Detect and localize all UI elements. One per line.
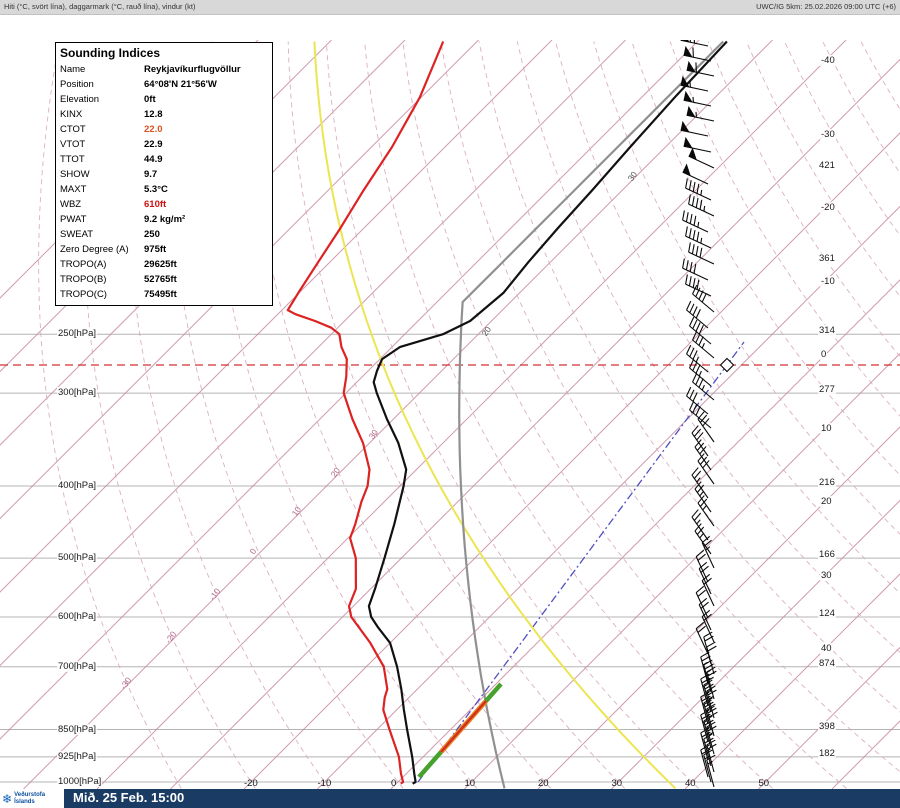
index-row: Name Reykjavíkurflugvöllur [56,62,272,77]
index-label: TROPO(A) [60,259,107,270]
index-value: 5.3°C [144,184,168,195]
sounding-indices-panel: Sounding Indices Name Reykjavíkurflugvöll… [55,42,273,306]
index-row: WBZ 610ft [56,197,272,212]
org-name: Veðurstofa Íslands [14,792,45,805]
footer-bar: ❄ Veðurstofa Íslands Mið. 25 Feb. 15:00 [0,789,900,808]
index-row: KINX 12.8 [56,107,272,122]
index-label: MAXT [60,184,87,195]
index-value: 975ft [144,244,167,255]
met-office-logo: ❄ Veðurstofa Íslands [0,789,64,808]
index-row: TROPO(C) 75495ft [56,287,272,302]
index-label: PWAT [60,214,87,225]
index-label: Position [60,79,94,90]
index-value: 9.7 [144,169,158,180]
index-row: VTOT 22.9 [56,137,272,152]
index-label: SWEAT [60,229,94,240]
index-label: SHOW [60,169,90,180]
index-label: Elevation [60,94,100,105]
index-label: TTOT [60,154,85,165]
panel-title: Sounding Indices [60,46,161,60]
mixing-ratio-line [417,341,745,783]
index-row: SHOW 9.7 [56,167,272,182]
index-label: Zero Degree (A) [60,244,129,255]
dewpoint-line [286,41,445,785]
index-row: Elevation 0ft [56,92,272,107]
index-value: 52765ft [144,274,177,285]
header-bar: Hiti (°C, svört lína), daggarmark (°C, r… [0,0,900,15]
header-right-note: UWC/IG 5km: 25.02.2026 09:00 UTC (+6) [756,2,896,11]
pressure-gridlines [0,333,900,783]
index-value: 22.9 [144,139,163,150]
index-row: TROPO(A) 29625ft [56,257,272,272]
org-name-line1: Veðurstofa [14,792,46,798]
tropopause-marker [719,357,735,373]
index-row: MAXT 5.3°C [56,182,272,197]
org-name-line2: Íslands [14,798,35,805]
index-value: 0ft [144,94,156,105]
index-value: 29625ft [144,259,177,270]
index-row: SWEAT 250 [56,227,272,242]
index-row: Position 64°08'N 21°56'W [56,77,272,92]
index-row: CTOT 22.0 [56,122,272,137]
index-label: KINX [60,109,83,120]
header-left-note: Hiti (°C, svört lína), daggarmark (°C, r… [4,2,196,11]
index-value: Reykjavíkurflugvöllur [144,64,241,75]
index-row: Zero Degree (A) 975ft [56,242,272,257]
index-label: VTOT [60,139,86,150]
temperature-line [367,40,728,785]
index-row: PWAT 9.2 kg/m² [56,212,272,227]
wind-barbs [680,40,718,788]
snowflake-icon: ❄ [2,791,13,806]
index-value: 610ft [144,199,167,210]
index-label: WBZ [60,199,82,210]
index-value: 44.9 [144,154,163,165]
index-value: 22.0 [144,124,163,135]
index-row: TTOT 44.9 [56,152,272,167]
cape-bar [417,682,503,779]
datetime-label: Mið. 25 Feb. 15:00 [73,790,185,805]
indices-rows: Name Reykjavíkurflugvöllur Position 64°08'N… [56,62,272,302]
index-value: 64°08'N 21°56'W [144,79,217,90]
index-value: 75495ft [144,289,177,300]
index-value: 12.8 [144,109,163,120]
index-label: Name [60,64,86,75]
index-row: TROPO(B) 52765ft [56,272,272,287]
index-label: TROPO(B) [60,274,107,285]
isa-line [458,40,724,789]
parcel-adiabat-yellow [313,41,677,789]
index-value: 250 [144,229,160,240]
index-value: 9.2 kg/m² [144,214,186,225]
index-label: TROPO(C) [60,289,107,300]
index-label: CTOT [60,124,86,135]
